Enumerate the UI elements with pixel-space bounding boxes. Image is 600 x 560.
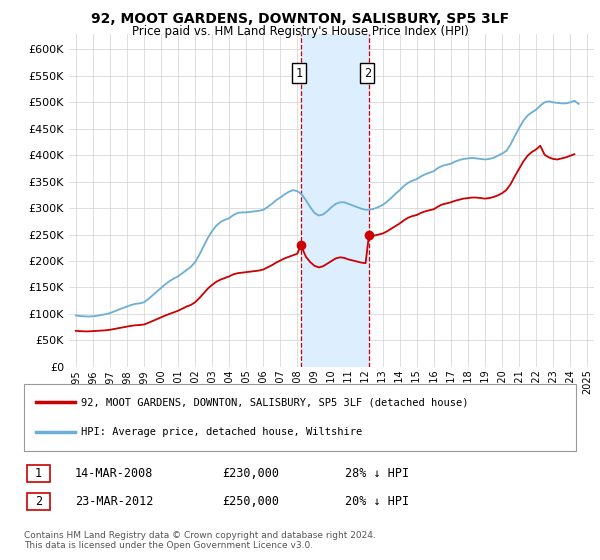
Text: 92, MOOT GARDENS, DOWNTON, SALISBURY, SP5 3LF (detached house): 92, MOOT GARDENS, DOWNTON, SALISBURY, SP… xyxy=(81,398,469,408)
Text: 28% ↓ HPI: 28% ↓ HPI xyxy=(345,466,409,480)
Text: 2: 2 xyxy=(35,494,42,508)
Text: HPI: Average price, detached house, Wiltshire: HPI: Average price, detached house, Wilt… xyxy=(81,427,362,437)
Text: 20% ↓ HPI: 20% ↓ HPI xyxy=(345,494,409,508)
Text: Contains HM Land Registry data © Crown copyright and database right 2024.
This d: Contains HM Land Registry data © Crown c… xyxy=(24,530,376,550)
Text: Price paid vs. HM Land Registry's House Price Index (HPI): Price paid vs. HM Land Registry's House … xyxy=(131,25,469,38)
Text: 2: 2 xyxy=(364,67,371,80)
Text: 1: 1 xyxy=(35,466,42,480)
Text: £250,000: £250,000 xyxy=(222,494,279,508)
Text: 23-MAR-2012: 23-MAR-2012 xyxy=(75,494,154,508)
Text: 14-MAR-2008: 14-MAR-2008 xyxy=(75,466,154,480)
Text: 92, MOOT GARDENS, DOWNTON, SALISBURY, SP5 3LF: 92, MOOT GARDENS, DOWNTON, SALISBURY, SP… xyxy=(91,12,509,26)
Bar xyxy=(301,34,369,367)
Text: 1: 1 xyxy=(296,67,302,80)
Text: £230,000: £230,000 xyxy=(222,466,279,480)
